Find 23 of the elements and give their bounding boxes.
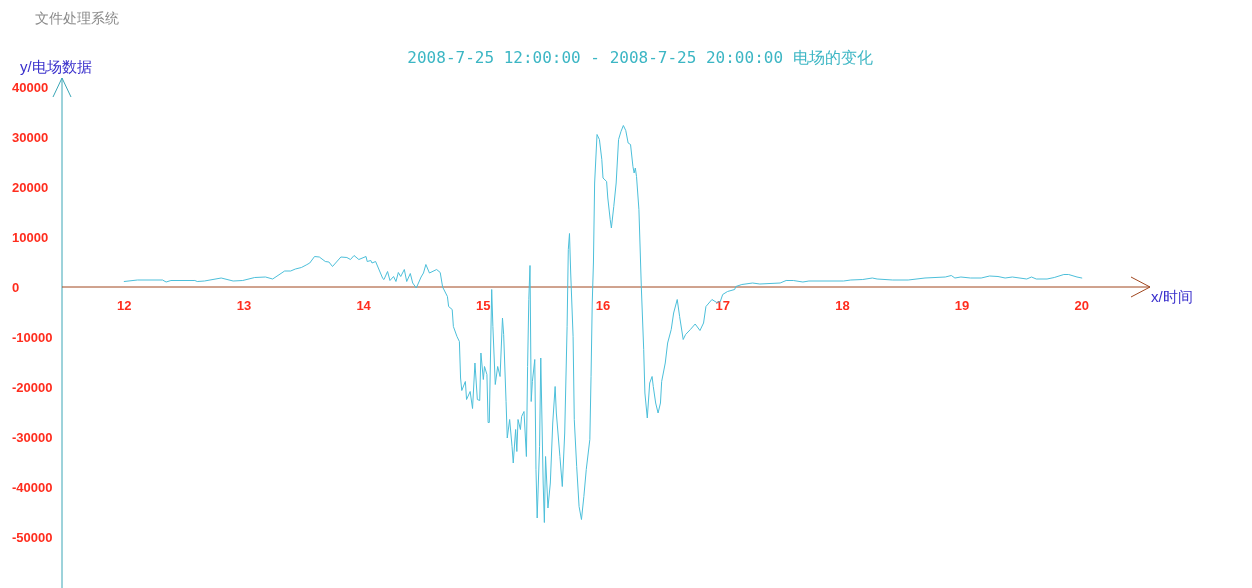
xtick-label: 18 [835,297,850,313]
xtick-label: 19 [954,297,970,313]
ytick-label: -50000 [12,529,53,545]
ylabel: y/电场数据 [20,57,92,75]
xtick-label: 12 [117,297,132,313]
annotation: 文件处理系统 [35,10,119,26]
ytick-label: 30000 [12,129,49,145]
xtick-label: 20 [1074,297,1089,313]
xtick-label: 16 [595,297,611,313]
xtick-label: 15 [476,297,491,313]
xtick-label: 14 [356,297,371,313]
ytick-label: 20000 [12,179,49,195]
ytick-label: 0 [12,279,20,295]
ytick-label: -40000 [12,479,53,495]
title: 2008-7-25 12:00:00 - 2008-7-25 20:00:00 电场的变化 [407,47,873,67]
xlabel: x/时间 [1151,287,1193,305]
ytick-label: 10000 [12,229,49,245]
ytick-label: -10000 [12,329,53,345]
xtick-label: 13 [236,297,252,313]
ytick-label: -20000 [12,379,53,395]
ytick-label: -30000 [12,429,53,445]
xtick-label: 17 [715,297,730,313]
ytick-label: 40000 [12,79,49,95]
